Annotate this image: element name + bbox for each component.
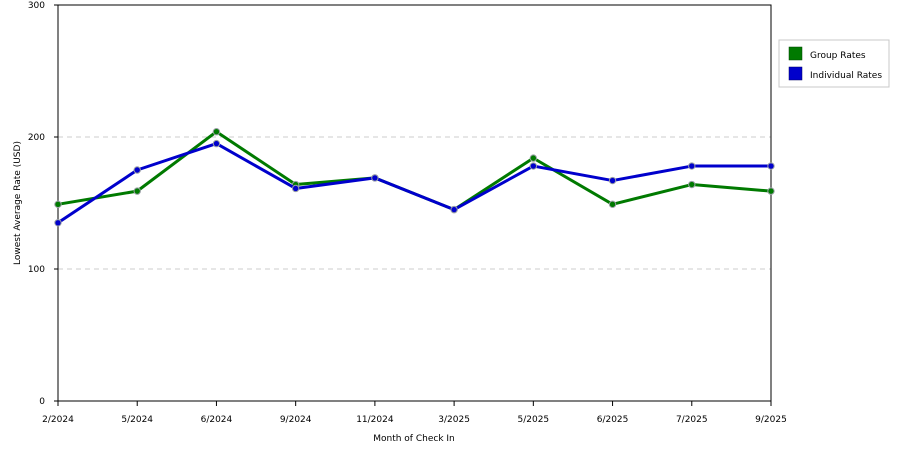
data-point-individual-rates bbox=[291, 184, 300, 193]
y-tick-label: 100 bbox=[28, 265, 45, 275]
plot-area-frame bbox=[57, 4, 772, 402]
y-axis-label: Lowest Average Rate (USD) bbox=[13, 141, 23, 265]
x-tick-label: 9/2025 bbox=[755, 415, 787, 425]
series-line-individual-rates bbox=[56, 142, 773, 225]
legend-label-group-rates: Group Rates bbox=[810, 51, 866, 61]
data-point-group-rates bbox=[767, 187, 775, 195]
data-point-group-rates bbox=[54, 200, 62, 209]
data-point-individual-rates bbox=[212, 139, 221, 148]
x-tick-label: 2/2024 bbox=[42, 415, 74, 425]
data-point-individual-rates bbox=[688, 162, 696, 170]
data-point-group-rates bbox=[608, 200, 617, 209]
data-point-group-rates bbox=[212, 128, 221, 136]
data-point-individual-rates bbox=[767, 162, 775, 170]
data-point-group-rates bbox=[688, 180, 696, 189]
x-axis-label: Month of Check In bbox=[373, 434, 455, 444]
series-lines bbox=[54, 128, 775, 227]
x-tick-label: 6/2025 bbox=[597, 415, 629, 425]
data-point-individual-rates bbox=[133, 166, 141, 174]
grid-lines bbox=[58, 136, 771, 270]
x-tick-label: 3/2025 bbox=[438, 415, 470, 425]
legend-swatch-individual-rates bbox=[788, 66, 803, 81]
y-tick-label: 0 bbox=[39, 397, 45, 407]
data-point-individual-rates bbox=[608, 176, 617, 185]
data-point-group-rates bbox=[529, 154, 538, 162]
legend-swatch-group-rates bbox=[788, 46, 803, 61]
x-axis-ticks: 2/2024 5/2024 6/2024 9/2024 11/2024 3/2025 5/2… bbox=[42, 401, 787, 425]
x-tick-label: 5/2025 bbox=[517, 415, 549, 425]
x-tick-label: 7/2025 bbox=[676, 415, 708, 425]
x-tick-label: 9/2024 bbox=[280, 415, 312, 425]
data-point-group-rates bbox=[133, 187, 141, 195]
data-point-individual-rates bbox=[529, 162, 538, 170]
x-tick-label: 6/2024 bbox=[201, 415, 233, 425]
x-tick-label: 11/2024 bbox=[356, 415, 394, 425]
data-point-individual-rates bbox=[371, 174, 379, 182]
legend: Group Rates Individual Rates bbox=[778, 39, 890, 88]
data-point-individual-rates bbox=[54, 219, 62, 227]
y-axis-ticks: 0 100 200 300 bbox=[28, 1, 58, 407]
y-tick-label: 200 bbox=[28, 133, 45, 143]
y-tick-label: 300 bbox=[28, 1, 45, 11]
legend-label-individual-rates: Individual Rates bbox=[810, 71, 882, 81]
x-tick-label: 5/2024 bbox=[121, 415, 153, 425]
data-point-individual-rates bbox=[450, 205, 458, 214]
